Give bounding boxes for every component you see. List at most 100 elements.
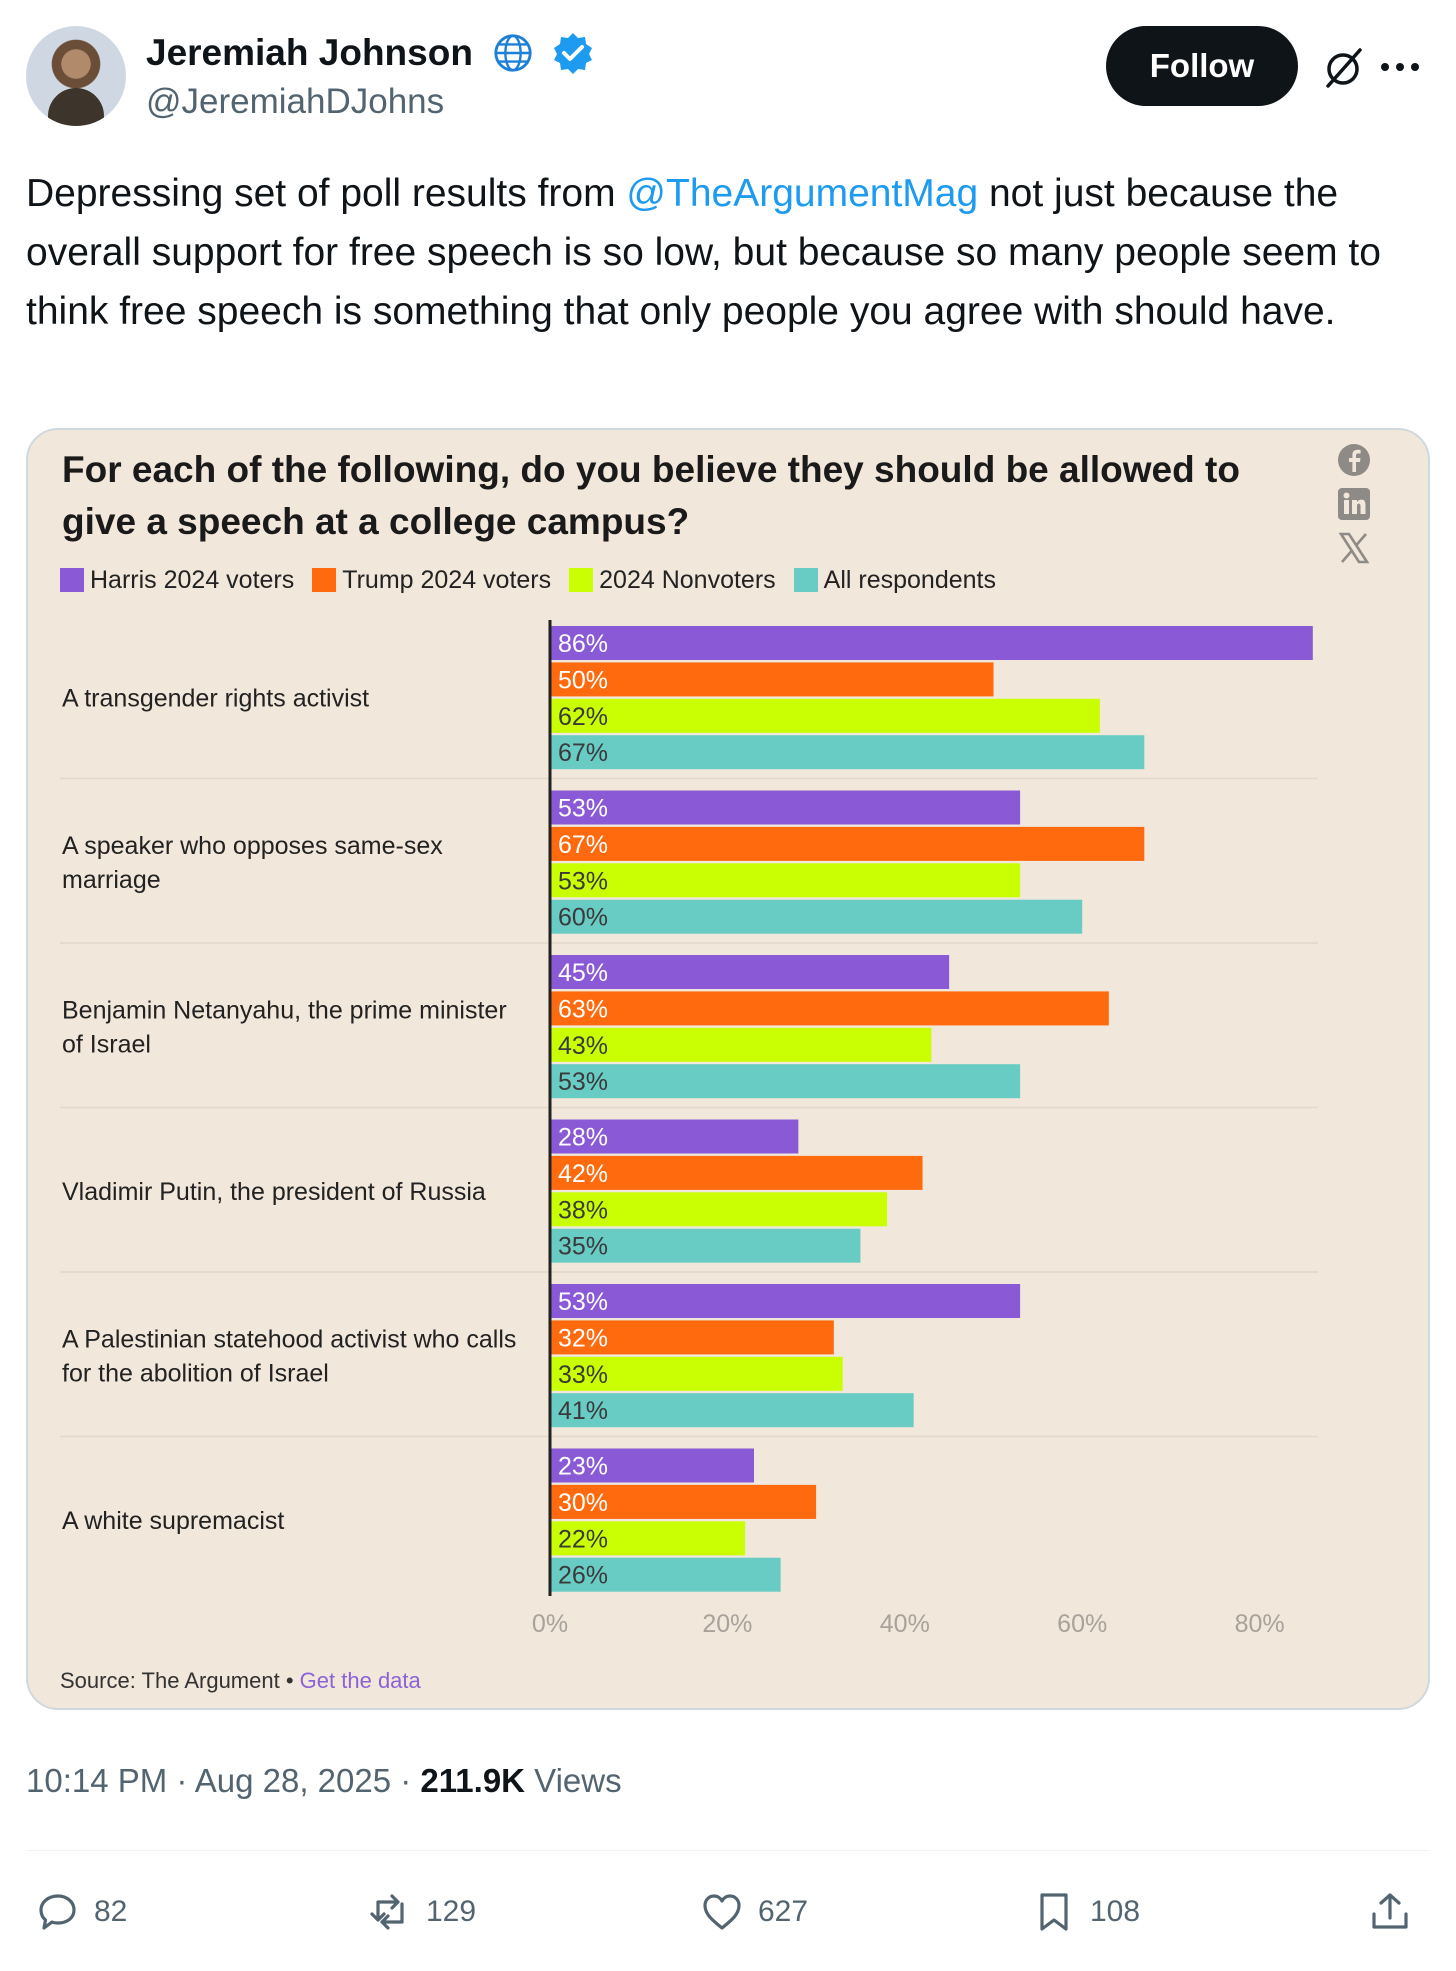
bar	[550, 1521, 746, 1556]
bar	[550, 1557, 781, 1592]
repost-icon	[370, 1894, 404, 1930]
tweet-text: Depressing set of poll results from @The…	[26, 164, 1430, 341]
repost-button[interactable]: 129	[368, 1882, 476, 1942]
bar-value-label: 23%	[558, 1453, 608, 1481]
bar	[550, 1393, 914, 1428]
bar	[550, 1064, 1021, 1099]
bar	[550, 1119, 799, 1154]
bar-value-label: 28%	[558, 1124, 608, 1152]
globe-icon	[494, 34, 532, 72]
grok-icon[interactable]	[1322, 46, 1366, 90]
bar-value-label: 45%	[558, 959, 608, 987]
bar	[550, 735, 1145, 770]
bar	[550, 1228, 861, 1263]
bar	[550, 790, 1021, 825]
bar-value-label: 62%	[558, 703, 608, 731]
share-icon	[1372, 1893, 1408, 1929]
like-button[interactable]: 627	[700, 1882, 808, 1942]
tweet-timestamp[interactable]: 10:14 PM · Aug 28, 2025 ·	[26, 1762, 421, 1799]
category-label: A white supremacist	[62, 1507, 284, 1535]
bookmark-count: 108	[1090, 1895, 1141, 1928]
bar	[550, 1320, 834, 1355]
category-label: Benjamin Netanyahu, the prime minister of…	[62, 997, 507, 1059]
facebook-icon[interactable]	[1336, 442, 1372, 478]
category-label-line: A transgender rights activist	[62, 685, 369, 713]
x-tick-label: 0%	[532, 1610, 568, 1638]
bar-value-label: 42%	[558, 1160, 608, 1188]
bar-value-label: 41%	[558, 1397, 608, 1425]
bar-value-label: 53%	[558, 1068, 608, 1096]
bar-value-label: 26%	[558, 1562, 608, 1590]
x-tick-label: 80%	[1235, 1610, 1285, 1638]
legend-swatch	[569, 568, 594, 592]
bar-chart: A transgender rights activist 86% 50% 62% 67…	[60, 620, 1318, 1638]
bar-value-label: 30%	[558, 1489, 608, 1517]
reply-button[interactable]: 82	[36, 1882, 127, 1942]
views-count: 211.9K	[420, 1762, 526, 1799]
bar-value-label: 60%	[558, 904, 608, 932]
reply-count: 82	[94, 1895, 128, 1928]
avatar[interactable]	[26, 26, 126, 126]
legend-item: Harris 2024 voters	[60, 566, 294, 595]
bar-value-label: 35%	[558, 1233, 608, 1261]
bar	[550, 899, 1083, 934]
bar	[550, 1155, 923, 1190]
bar-value-label: 50%	[558, 666, 608, 694]
share-button[interactable]	[1368, 1882, 1426, 1942]
tweet-text-part: Depressing set of poll results from	[26, 172, 627, 215]
bar	[550, 1356, 843, 1391]
bar	[550, 1027, 932, 1062]
bar-value-label: 33%	[558, 1361, 608, 1389]
divider	[26, 1850, 1430, 1851]
legend-item: Trump 2024 voters	[312, 566, 551, 595]
mention-link[interactable]: @TheArgumentMag	[626, 172, 979, 215]
bookmark-icon	[1040, 1893, 1068, 1931]
bar-value-label: 67%	[558, 831, 608, 859]
chart-legend: Harris 2024 voters Trump 2024 voters 2024 …	[60, 565, 1014, 595]
bar	[550, 991, 1109, 1026]
tweet-text-part: not just because the overall support for…	[26, 172, 1381, 333]
category-label-line: A Palestinian statehood activist who cal…	[62, 1326, 516, 1354]
legend-label: 2024 Nonvoters	[599, 565, 776, 594]
tweet-meta: 10:14 PM · Aug 28, 2025 · 211.9K Views	[26, 1762, 622, 1800]
reply-icon	[39, 1894, 76, 1930]
chart-source: Source: The Argument • Get the data	[60, 1668, 421, 1694]
follow-button[interactable]: Follow	[1106, 26, 1298, 106]
legend-label: All respondents	[823, 565, 996, 594]
bar-value-label: 86%	[558, 630, 608, 658]
category-label-line: Benjamin Netanyahu, the prime minister	[62, 997, 507, 1025]
more-options-icon[interactable]	[1378, 54, 1422, 80]
category-label-line: A speaker who opposes same-sex	[62, 832, 443, 860]
bar	[550, 826, 1145, 861]
heart-icon	[703, 1894, 741, 1930]
author-name[interactable]: Jeremiah Johnson	[146, 32, 473, 73]
source-text: Source: The Argument	[60, 1668, 280, 1693]
bookmark-button[interactable]: 108	[1032, 1882, 1140, 1942]
category-label-line: of Israel	[62, 1031, 151, 1059]
source-separator: •	[279, 1668, 300, 1693]
author-handle[interactable]: @JeremiahDJohns	[146, 82, 445, 121]
bar	[550, 698, 1100, 733]
bar-value-label: 53%	[558, 1288, 608, 1316]
legend-swatch	[793, 568, 818, 592]
verified-badge-icon[interactable]	[551, 31, 595, 75]
category-label-line: marriage	[62, 866, 161, 894]
bar-value-label: 53%	[558, 795, 608, 823]
category-label: Vladimir Putin, the president of Russia	[62, 1178, 486, 1206]
get-data-link[interactable]: Get the data	[299, 1668, 421, 1693]
bar	[550, 863, 1021, 898]
bar-value-label: 67%	[558, 739, 608, 767]
bar-value-label: 43%	[558, 1032, 608, 1060]
bar-value-label: 32%	[558, 1324, 608, 1352]
linkedin-icon[interactable]	[1336, 486, 1372, 522]
like-count: 627	[758, 1895, 809, 1928]
x-tick-label: 60%	[1057, 1610, 1107, 1638]
x-share-icon[interactable]	[1336, 530, 1372, 566]
x-tick-label: 20%	[702, 1610, 752, 1638]
chart-card[interactable]: For each of the following, do you believ…	[26, 428, 1430, 1710]
category-label: A transgender rights activist	[62, 685, 369, 713]
bar-value-label: 63%	[558, 995, 608, 1023]
legend-label: Harris 2024 voters	[90, 565, 295, 594]
category-label-line: A white supremacist	[62, 1507, 284, 1535]
chart-title: For each of the following, do you believ…	[62, 449, 1240, 542]
